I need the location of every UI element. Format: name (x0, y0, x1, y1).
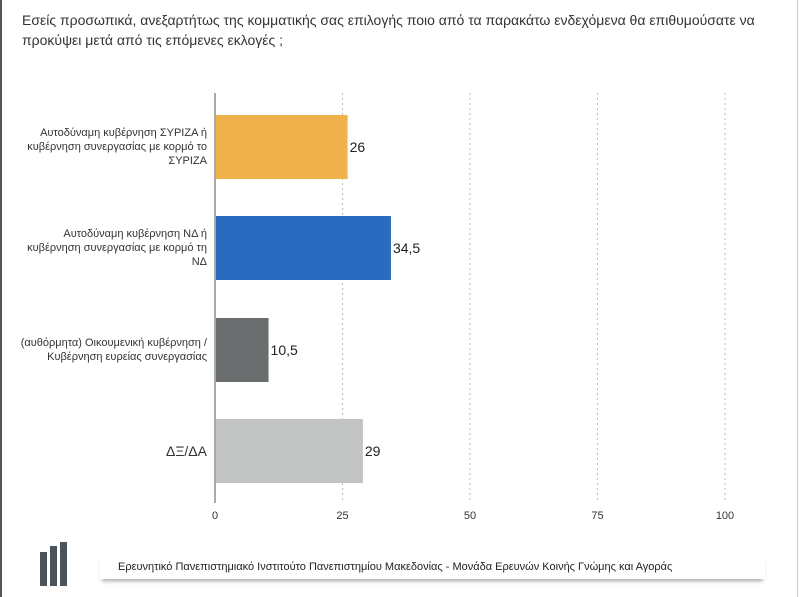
category-label: Αυτοδύναμη κυβέρνηση ΣΥΡΙΖΑ ή κυβέρνηση … (27, 127, 207, 167)
category-label: Αυτοδύναμη κυβέρνηση ΝΔ ή κυβέρνηση συνε… (27, 228, 207, 268)
x-tick-label: 0 (212, 510, 218, 522)
x-tick-label: 50 (464, 510, 476, 522)
footer-bar: Ερευνητικό Πανεπιστημιακό Ινστιτούτο Παν… (100, 555, 765, 579)
x-tick-label: 100 (716, 510, 734, 522)
footer-text: Ερευνητικό Πανεπιστημιακό Ινστιτούτο Παν… (118, 561, 673, 573)
data-label: 29 (365, 443, 381, 459)
question-title: Εσείς προσωπικά, ανεξαρτήτως της κομματι… (22, 12, 755, 48)
data-label: 34,5 (393, 240, 420, 256)
category-label: (αυθόρμητα) Οικουμενική κυβέρνηση / Κυβέ… (20, 337, 207, 363)
bar (216, 216, 391, 280)
bar (216, 115, 348, 179)
data-label: 10,5 (271, 342, 298, 358)
bar (216, 318, 269, 382)
data-label: 26 (350, 139, 366, 155)
category-label: ΔΞ/ΔΑ (165, 443, 207, 459)
institute-logo (40, 542, 70, 586)
bar (216, 419, 363, 483)
x-tick-label: 25 (336, 510, 348, 522)
x-tick-label: 75 (591, 510, 603, 522)
